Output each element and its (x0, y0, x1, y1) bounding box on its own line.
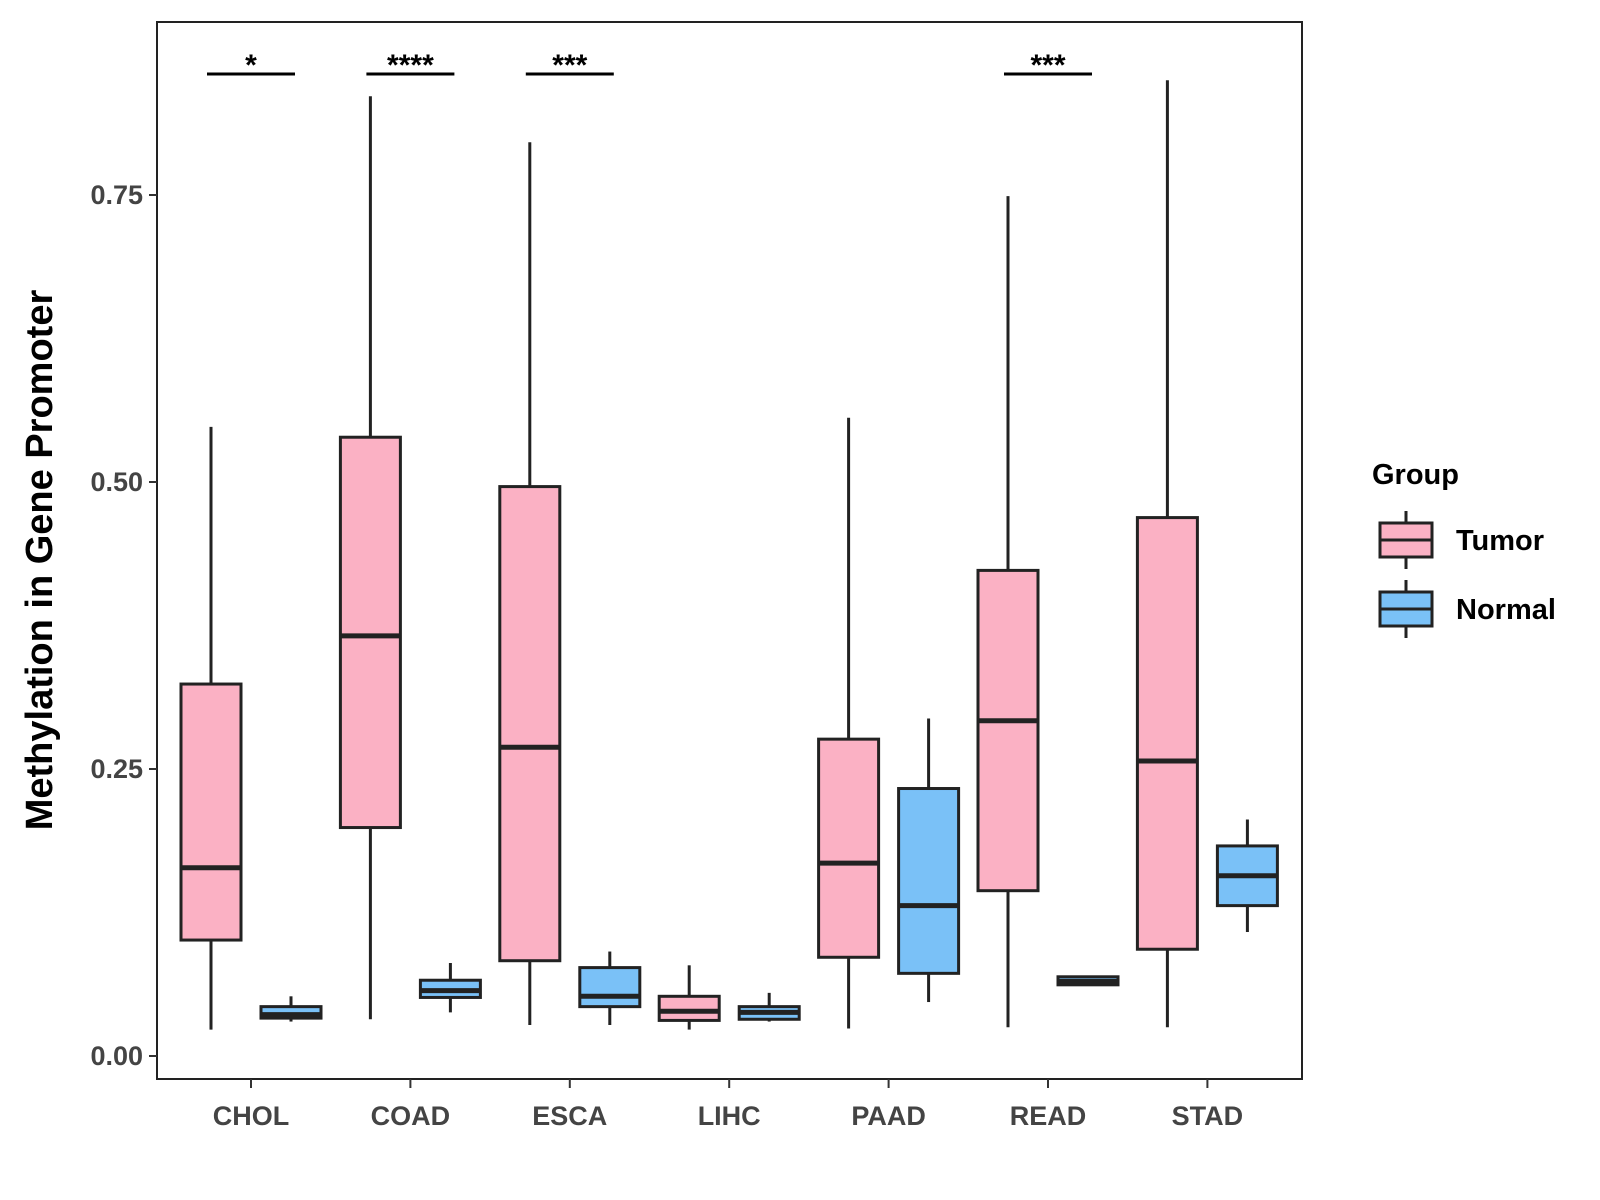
box-tumor-paad (817, 417, 881, 1029)
box-normal-coad (418, 963, 482, 1013)
y-axis-title: Methylation in Gene Promoter (19, 290, 61, 831)
significance-layer: * **** *** *** (207, 49, 1092, 82)
plot-panel (156, 21, 1303, 1080)
significance-label: *** (552, 49, 587, 82)
legend-label: Tumor (1456, 525, 1544, 557)
significance-label: **** (387, 49, 434, 82)
y-tick-label: 0.25 (90, 754, 143, 784)
legend-item-normal: Normal (1378, 580, 1556, 638)
y-tick-label: 0.50 (90, 467, 143, 497)
x-tick-label: PAAD (851, 1101, 926, 1131)
box-tumor-read (976, 196, 1040, 1028)
y-tick-label: 0.75 (90, 180, 143, 210)
box-tumor-stad (1135, 80, 1199, 1028)
significance-label: *** (1030, 49, 1065, 82)
box-tumor-coad (338, 96, 402, 1020)
x-tick-label: LIHC (698, 1101, 761, 1131)
box-normal-chol (259, 996, 323, 1022)
box-body (817, 737, 881, 959)
box-normal-read (1056, 975, 1120, 987)
box-body (578, 966, 642, 1009)
box-body (897, 787, 961, 975)
box-body (657, 994, 721, 1022)
legend: Group Tumor Normal (1372, 459, 1556, 638)
x-tick-label: CHOL (213, 1101, 290, 1131)
box-normal-paad (897, 718, 961, 1003)
x-axis: CHOL COAD ESCA LIHC PAAD READ STAD (213, 1079, 1243, 1131)
box-tumor-esca (498, 142, 562, 1026)
x-tick-label: COAD (371, 1101, 451, 1131)
x-tick-label: STAD (1172, 1101, 1244, 1131)
x-tick-label: ESCA (532, 1101, 607, 1131)
box-tumor-chol (179, 426, 243, 1030)
y-tick-label: 0.00 (90, 1041, 143, 1071)
legend-label: Normal (1456, 594, 1556, 626)
box-body (179, 682, 243, 942)
box-normal-stad (1215, 819, 1279, 933)
box-body (976, 568, 1040, 893)
box-layer (179, 80, 1279, 1030)
box-body (498, 485, 562, 963)
legend-item-tumor: Tumor (1378, 511, 1544, 569)
y-axis: 0.00 0.25 0.50 0.75 (90, 180, 157, 1071)
box-normal-lihc (737, 992, 801, 1022)
box-body (338, 435, 402, 830)
box-body (1135, 516, 1199, 951)
x-tick-label: READ (1010, 1101, 1087, 1131)
significance-label: * (245, 49, 257, 82)
box-normal-esca (578, 951, 642, 1026)
legend-title: Group (1372, 459, 1459, 491)
box-tumor-lihc (657, 965, 721, 1030)
